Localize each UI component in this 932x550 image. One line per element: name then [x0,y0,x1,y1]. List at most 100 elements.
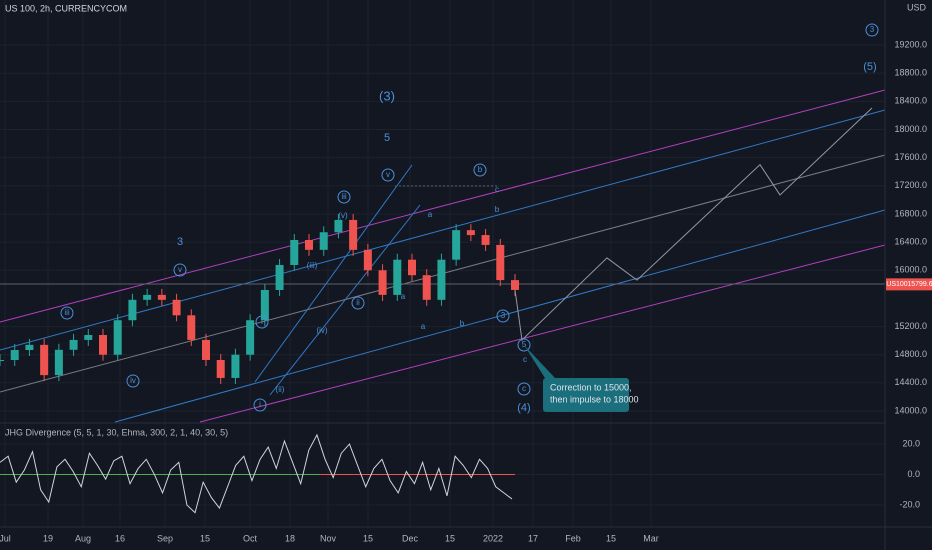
candle [143,294,152,300]
x-tick-label: Aug [75,533,91,543]
candle [334,219,343,233]
candle [172,299,181,316]
price-label: 15799.6 [907,281,932,288]
wave-label: b [478,165,483,174]
wave-label: 3 [501,311,506,320]
candle [496,244,505,281]
channel-line [269,204,421,396]
wave-label: iv [130,376,136,385]
y-tick-label: 14000.0 [894,405,927,415]
callout-box [543,378,629,412]
wave-label: i [261,317,263,326]
y-tick-label: 17600.0 [894,152,927,162]
wave-circle [496,309,510,323]
indicator-title: JHG Divergence (5, 5, 1, 30, Ehma, 300, … [5,427,228,437]
symbol-label: US100 [886,281,908,288]
x-tick-label: 16 [115,533,125,543]
candle [10,350,19,360]
candle [378,270,387,295]
candle [349,219,358,250]
y-tick-label: 15200.0 [894,321,927,331]
wave-label: (iii) [307,261,318,270]
x-tick-label: Mar [643,533,659,543]
x-tick-label: 15 [200,533,210,543]
y-tick-label: 14400.0 [894,377,927,387]
channels [0,89,886,423]
channel-line [114,209,886,423]
channel-line [254,164,413,383]
callout-text: Correction to 15000, [550,382,632,392]
candle [275,264,284,290]
y-tick-label: 19200.0 [894,39,927,49]
wave-circle [60,306,74,320]
wave-label: (ii) [276,385,285,394]
wave-circle [865,23,879,37]
candle [54,349,63,376]
wave-label: b [495,205,500,214]
candle [290,239,299,265]
y-tick-label: 16400.0 [894,236,927,246]
candle [84,335,93,340]
currency-label: USD [907,2,927,12]
wave-label: ii [356,298,360,307]
wave-label: (3) [379,88,395,103]
wave-label: a [401,292,406,301]
candle [0,359,4,361]
channel-line [199,244,886,423]
y-tick-label: 18800.0 [894,68,927,78]
y-tick-label: 14800.0 [894,349,927,359]
wave-circle [337,190,351,204]
wave-label: c [523,355,527,364]
wave-label: a [428,210,433,219]
grid [0,0,885,527]
y-tick-label: 20.0 [902,438,920,448]
wave-circle [517,382,531,396]
candle [422,275,431,300]
y-tick-label: 18000.0 [894,124,927,134]
candle [363,249,372,271]
x-tick-label: 15 [363,533,373,543]
wave-circle [126,374,140,388]
y-tick-label: -20.0 [899,499,920,509]
candle [305,239,313,250]
candle [481,235,490,245]
wave-label: (5) [863,61,876,73]
x-tick-label: Feb [565,533,581,543]
candle [157,294,166,300]
plot: 19200.0 18800.0 18400.0 18000.0 17600.0 17200… [0,23,932,543]
wave-label: iii [64,308,70,317]
wave-label: (4) [517,402,530,414]
y-tick-label: 0.0 [907,469,920,479]
wave-circle [173,263,187,277]
candle [187,315,196,340]
candle [128,299,137,321]
wave-label: i [259,400,261,409]
projection-line [514,107,873,341]
chart-title: US 100, 2h, CURRENCYCOM [5,3,127,13]
wave-label: a [421,322,426,331]
candle [511,280,519,290]
y-tick-label: 16000.0 [894,265,927,275]
wave-label: b [460,319,465,328]
candle [113,320,122,355]
candle [408,259,416,276]
x-tick-label: Dec [402,533,419,543]
candle [216,359,225,378]
wave-label: (iv) [316,326,327,335]
candle [260,289,269,321]
wave-circle [381,168,395,182]
y-tick-label: 16800.0 [894,208,927,218]
callout-pointer [524,345,555,378]
candle [466,230,475,236]
wave-label: iii [341,192,347,201]
wave-circle [517,338,531,352]
wave-label: (v) [338,211,348,220]
x-tick-label: Oct [243,533,258,543]
wave-circle [473,163,487,177]
x-tick-label: Sep [157,533,173,543]
x-tick-label: 15 [606,533,616,543]
candle [393,259,402,295]
candle [99,335,107,355]
indicator-line [0,433,513,514]
